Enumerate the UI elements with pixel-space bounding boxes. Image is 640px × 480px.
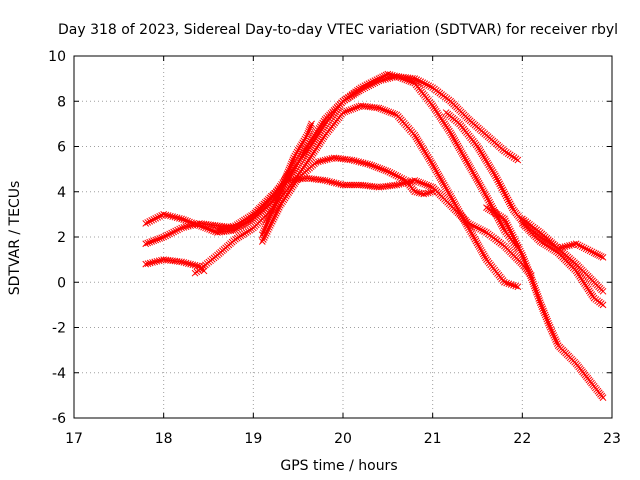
x-tick-label: 17 [65, 431, 83, 447]
y-tick-label: 0 [57, 275, 66, 291]
series-markers [142, 256, 208, 275]
series-sat-f [258, 154, 437, 245]
y-tick-label: -4 [52, 366, 66, 382]
series-sat-k [483, 204, 607, 401]
x-tick-label: 23 [603, 431, 621, 447]
series-sat-i [518, 220, 607, 309]
series-sat-b [142, 73, 522, 252]
series-markers [442, 109, 607, 295]
series-sat-g [258, 120, 315, 239]
x-tick-label: 20 [334, 431, 352, 447]
y-tick-label: 2 [57, 230, 66, 246]
y-tick-label: -6 [52, 411, 66, 427]
series-markers [518, 220, 607, 309]
series-markers [483, 204, 607, 401]
x-axis-label: GPS time / hours [280, 458, 397, 474]
chart-title: Day 318 of 2023, Sidereal Day-to-day VTE… [58, 22, 618, 38]
series-markers [518, 215, 607, 261]
series-group [142, 70, 607, 401]
axis-ticks: 17 18 19 20 21 22 23 -6 -4 -2 0 2 4 6 8 10 [48, 49, 621, 447]
series-sat-j [518, 215, 607, 261]
y-tick-label: 8 [57, 94, 66, 110]
y-tick-label: 10 [48, 49, 66, 65]
x-tick-label: 21 [424, 431, 442, 447]
y-tick-label: 6 [57, 140, 66, 156]
series-sat-d [191, 102, 522, 291]
x-tick-label: 18 [155, 431, 173, 447]
x-tick-label: 19 [244, 431, 262, 447]
series-markers [258, 154, 437, 245]
series-markers [191, 102, 522, 291]
y-tick-label: -2 [52, 321, 66, 337]
grid [74, 56, 612, 418]
x-tick-label: 22 [513, 431, 531, 447]
series-sat-a [142, 70, 522, 236]
series-markers [142, 73, 522, 252]
y-axis-label: SDTVAR / TECUs [7, 181, 23, 296]
series-markers [142, 70, 522, 236]
series-sat-h [442, 109, 607, 295]
y-tick-label: 4 [57, 185, 66, 201]
series-markers [258, 120, 315, 239]
